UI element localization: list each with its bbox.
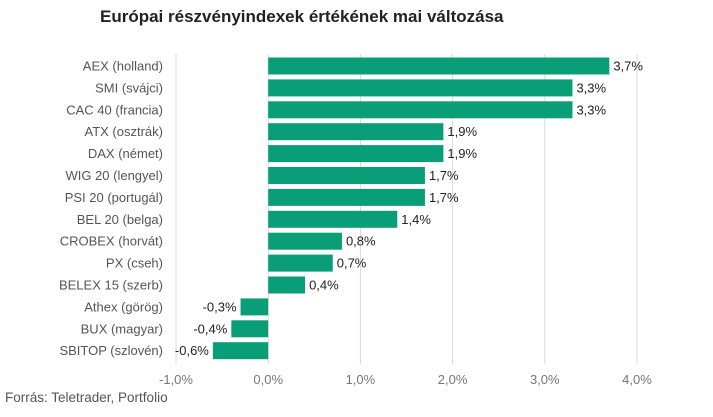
category-label: SMI (svájci) <box>95 80 163 95</box>
category-label: WIG 20 (lengyel) <box>65 168 163 183</box>
bars <box>212 57 610 360</box>
x-tick-label: 2,0% <box>438 372 468 387</box>
x-tick-label: 4,0% <box>622 372 652 387</box>
bar <box>268 276 306 294</box>
category-label: Athex (görög) <box>84 299 163 314</box>
bar <box>268 123 444 141</box>
x-axis-ticks: -1,0% 0,0% 1,0% 2,0% 3,0% 4,0% <box>159 372 652 387</box>
category-label: CAC 40 (francia) <box>66 102 163 117</box>
x-tick-label: 3,0% <box>530 372 560 387</box>
value-label: 1,9% <box>447 146 477 161</box>
source-note: Forrás: Teletrader, Portfolio <box>5 390 168 405</box>
bar <box>268 254 333 272</box>
x-tick-label: 0,0% <box>253 372 283 387</box>
category-label: ATX (osztrák) <box>85 124 164 139</box>
bar <box>212 342 269 360</box>
category-label: BELEX 15 (szerb) <box>59 278 163 293</box>
bar <box>231 320 269 338</box>
bar <box>268 79 573 97</box>
value-label: -0,4% <box>193 321 227 336</box>
bar <box>268 232 342 250</box>
category-label: SBITOP (szlovén) <box>59 343 163 358</box>
category-label: BEL 20 (belga) <box>77 212 163 227</box>
value-label: -0,6% <box>175 343 209 358</box>
bar <box>240 298 269 316</box>
value-label: 0,8% <box>346 234 376 249</box>
value-label: 0,7% <box>337 256 367 271</box>
bar <box>268 145 444 163</box>
chart-title: Európai részvényindexek értékének mai vá… <box>100 7 504 26</box>
x-tick-label: 1,0% <box>346 372 376 387</box>
value-label: 1,7% <box>429 190 459 205</box>
value-labels: 3,7% 3,3% 3,3% 1,9% 1,9% 1,7% 1,7% 1,4% 0,8% 0,7%… <box>175 59 644 359</box>
grid-lines <box>175 54 638 364</box>
bar <box>268 57 610 75</box>
value-label: 3,7% <box>613 59 643 74</box>
value-label: 3,3% <box>576 102 606 117</box>
category-label: AEX (holland) <box>83 59 163 74</box>
category-label: PX (cseh) <box>106 256 163 271</box>
value-label: 1,4% <box>401 212 431 227</box>
bar <box>268 210 398 228</box>
category-label: BUX (magyar) <box>81 321 163 336</box>
category-labels: AEX (holland) SMI (svájci) CAC 40 (francia… <box>59 59 163 359</box>
value-label: -0,3% <box>203 299 237 314</box>
value-label: 3,3% <box>576 80 606 95</box>
value-label: 1,7% <box>429 168 459 183</box>
bar <box>268 167 425 184</box>
bar <box>268 101 573 119</box>
value-label: 1,9% <box>447 124 477 139</box>
category-label: PSI 20 (portugál) <box>65 190 163 205</box>
x-tick-label: -1,0% <box>159 372 193 387</box>
category-label: DAX (német) <box>88 146 163 161</box>
category-label: CROBEX (horvát) <box>60 234 163 249</box>
value-label: 0,4% <box>309 278 339 293</box>
bar <box>268 188 425 206</box>
